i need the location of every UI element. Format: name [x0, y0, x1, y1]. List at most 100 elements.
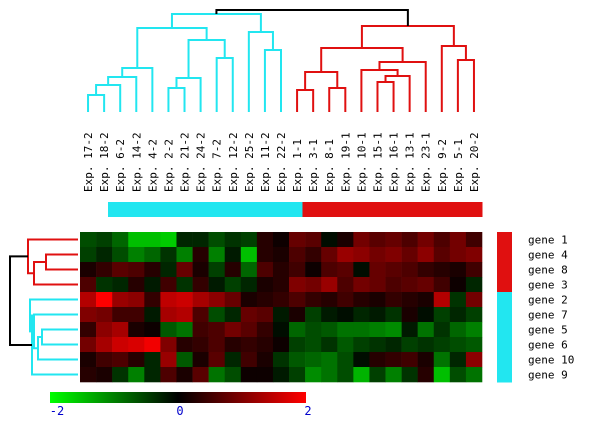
- heat-cell: [449, 352, 467, 368]
- heat-cell: [401, 277, 418, 293]
- row-label: gene 9: [528, 369, 568, 382]
- heat-cell: [337, 337, 354, 353]
- heat-cell: [144, 367, 161, 383]
- heat-cell: [465, 262, 483, 278]
- heat-cell: [465, 292, 483, 308]
- column-label: Exp. 17-2: [82, 132, 95, 192]
- heat-cell: [385, 322, 402, 338]
- column-group-cell: [137, 202, 154, 217]
- heat-cell: [272, 322, 290, 338]
- column-label: Exp. 18-2: [98, 132, 111, 192]
- heat-cell: [305, 247, 322, 263]
- heat-cell: [369, 292, 386, 308]
- heat-cell: [417, 352, 435, 368]
- heat-cell: [208, 292, 226, 308]
- heat-cell: [80, 277, 97, 293]
- heat-cell: [305, 337, 322, 353]
- column-dendrogram-link: [121, 67, 154, 112]
- column-dendrogram: [87, 9, 475, 112]
- column-dendrogram-link: [107, 76, 138, 112]
- column-dendrogram-link: [296, 89, 315, 112]
- row-label: gene 7: [528, 309, 568, 322]
- heat-cell: [337, 352, 354, 368]
- heat-cell: [96, 307, 113, 323]
- row-group-cell: [497, 262, 512, 278]
- heat-cell: [272, 292, 290, 308]
- heat-cell: [224, 337, 242, 353]
- heat-cell: [305, 262, 322, 278]
- row-dendrogram-link: [9, 255, 32, 346]
- heat-cell: [417, 277, 435, 293]
- heat-cell: [433, 247, 451, 263]
- heat-cell: [256, 337, 274, 353]
- column-group-cell: [302, 202, 318, 217]
- heat-cell: [321, 277, 338, 293]
- heat-cell: [385, 367, 402, 383]
- heat-cell: [80, 322, 97, 338]
- row-group-cell: [497, 232, 512, 248]
- heat-cell: [465, 352, 483, 368]
- heat-cell: [433, 277, 451, 293]
- heat-cell: [449, 307, 467, 323]
- heat-cell: [128, 322, 145, 338]
- heat-cell: [305, 277, 322, 293]
- heat-cell: [289, 277, 306, 293]
- column-group-cell: [362, 202, 378, 217]
- heat-cell: [369, 277, 386, 293]
- heat-cell: [321, 322, 338, 338]
- column-label: Exp. 20-2: [468, 132, 481, 192]
- column-group-cell: [257, 202, 274, 217]
- heat-cell: [176, 307, 193, 323]
- heat-cell: [401, 337, 418, 353]
- heat-cell: [160, 337, 177, 353]
- heat-cell: [401, 232, 418, 248]
- heat-cell: [112, 262, 129, 278]
- heat-cell: [144, 277, 161, 293]
- heat-cell: [128, 262, 145, 278]
- heat-cell: [337, 292, 354, 308]
- heat-cell: [128, 292, 145, 308]
- heat-cell: [144, 337, 161, 353]
- column-dendrogram-link: [456, 59, 475, 112]
- heat-cell: [192, 277, 209, 293]
- heat-cell: [353, 292, 370, 308]
- heat-cell: [176, 322, 193, 338]
- heat-cell: [80, 262, 97, 278]
- heat-cell: [449, 262, 467, 278]
- heat-cell: [256, 262, 274, 278]
- heat-cell: [321, 367, 338, 383]
- heat-cell: [401, 292, 418, 308]
- heat-cell: [369, 337, 386, 353]
- heat-cell: [385, 232, 402, 248]
- heat-cell: [417, 232, 435, 248]
- colorbar-rect: [50, 392, 306, 403]
- heat-cell: [401, 322, 418, 338]
- heat-cell: [160, 367, 177, 383]
- column-dendrogram-link: [328, 87, 347, 112]
- heat-cell: [449, 337, 467, 353]
- heat-cell: [112, 292, 129, 308]
- heat-cell: [321, 292, 338, 308]
- heat-cell: [192, 337, 209, 353]
- heat-cell: [160, 322, 177, 338]
- column-group-bar: [108, 202, 483, 217]
- heat-cell: [353, 307, 370, 323]
- column-dendrogram-link: [136, 27, 208, 68]
- heat-cell: [353, 367, 370, 383]
- heat-cell: [433, 292, 451, 308]
- heat-cell: [256, 322, 274, 338]
- heat-cell: [224, 307, 242, 323]
- heat-cell: [305, 232, 322, 248]
- heat-cell: [289, 367, 306, 383]
- column-dendrogram-link: [320, 47, 404, 72]
- heat-cell: [144, 352, 161, 368]
- heat-cell: [289, 232, 306, 248]
- heat-cell: [112, 337, 129, 353]
- column-label: Exp. 19-1: [339, 132, 352, 192]
- heat-cell: [369, 307, 386, 323]
- heat-cell: [224, 292, 242, 308]
- column-group-cell: [347, 202, 363, 217]
- heat-cell: [240, 277, 258, 293]
- colorbar-tick-label: -2: [50, 404, 64, 418]
- heat-cell: [176, 247, 193, 263]
